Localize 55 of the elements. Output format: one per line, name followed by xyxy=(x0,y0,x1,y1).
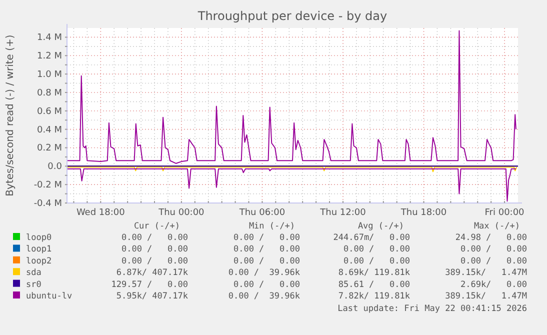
legend-label: loop2 xyxy=(26,256,52,266)
text: 0.00 / 0.00 xyxy=(121,233,188,243)
text: 0.00 / 0.00 xyxy=(121,244,188,255)
y-tick-label: 1.0 M xyxy=(37,70,62,80)
text: Last update: Fri May 22 00:41:15 2026 xyxy=(338,304,527,314)
y-tick-label: 0.0 xyxy=(48,162,62,172)
legend-label: ubuntu-lv xyxy=(26,292,72,302)
y-tick-label: -0.4 M xyxy=(34,199,62,209)
text: Max (-/+) xyxy=(474,221,520,232)
x-tick-label: Thu 00:00 xyxy=(158,208,205,218)
legend-label: loop1 xyxy=(26,244,52,255)
text: 0.00 / 0.00 xyxy=(233,256,300,266)
line-series xyxy=(66,168,516,202)
text: 5.95k/ 407.17k xyxy=(116,292,188,302)
text: 6.87k/ 407.17k xyxy=(116,268,188,278)
text: 129.57 / 0.00 xyxy=(111,280,188,290)
y-tick-label: 0.8 M xyxy=(37,88,62,98)
text: 0.00 / 0.00 xyxy=(460,244,527,255)
text: 0.00 / 0.00 xyxy=(343,244,410,255)
y-tick-label: 0.2 M xyxy=(37,144,62,154)
y-tick-label: 1.2 M xyxy=(37,52,62,62)
text: 389.15k/ 1.47M xyxy=(445,268,527,278)
legend-label: loop0 xyxy=(26,233,52,243)
x-tick-label: Thu 06:00 xyxy=(238,208,286,218)
text: 7.82k/ 119.81k xyxy=(338,292,410,302)
text: 0.00 / 0.00 xyxy=(460,256,527,266)
text: 0.00 / 39.96k xyxy=(228,292,300,302)
text: 85.61 / 0.00 xyxy=(338,280,410,290)
text: 0.00 / 0.00 xyxy=(233,280,300,290)
x-tick-label: Wed 18:00 xyxy=(76,208,126,218)
text: 2.69k/ 0.00 xyxy=(460,280,527,290)
legend-label: sda xyxy=(26,268,42,278)
x-tick-label: Thu 18:00 xyxy=(400,208,447,218)
legend-label: sr0 xyxy=(26,280,42,290)
y-axis-title: Bytes/second read (-) / write (+) xyxy=(5,34,16,196)
text: 0.00 / 0.00 xyxy=(233,244,300,255)
text: Cur (-/+) xyxy=(134,221,180,232)
x-tick-label: Thu 12:00 xyxy=(319,208,366,218)
y-tick-label: 0.4 M xyxy=(37,125,62,136)
line-series xyxy=(66,30,516,164)
text: Min (-/+) xyxy=(248,221,295,232)
text: 244.67m/ 0.00 xyxy=(333,233,410,243)
text: 0.00 / 0.00 xyxy=(343,256,410,266)
x-tick-label: Fri 00:00 xyxy=(484,208,525,218)
text: Avg (-/+) xyxy=(358,221,404,232)
y-tick-label: 0.6 M xyxy=(37,106,62,117)
y-tick-label: 1.4 M xyxy=(37,33,62,44)
y-tick-label: -0.2 M xyxy=(34,180,62,191)
text: 0.00 / 39.96k xyxy=(228,268,300,278)
text: 0.00 / 0.00 xyxy=(121,256,188,266)
chart-title: Throughput per device - by day xyxy=(196,9,388,23)
text: 389.15k/ 1.47M xyxy=(445,292,527,302)
text: 8.69k/ 119.81k xyxy=(338,268,410,278)
text: 24.98 / 0.00 xyxy=(455,233,527,243)
text: 0.00 / 0.00 xyxy=(233,233,300,243)
